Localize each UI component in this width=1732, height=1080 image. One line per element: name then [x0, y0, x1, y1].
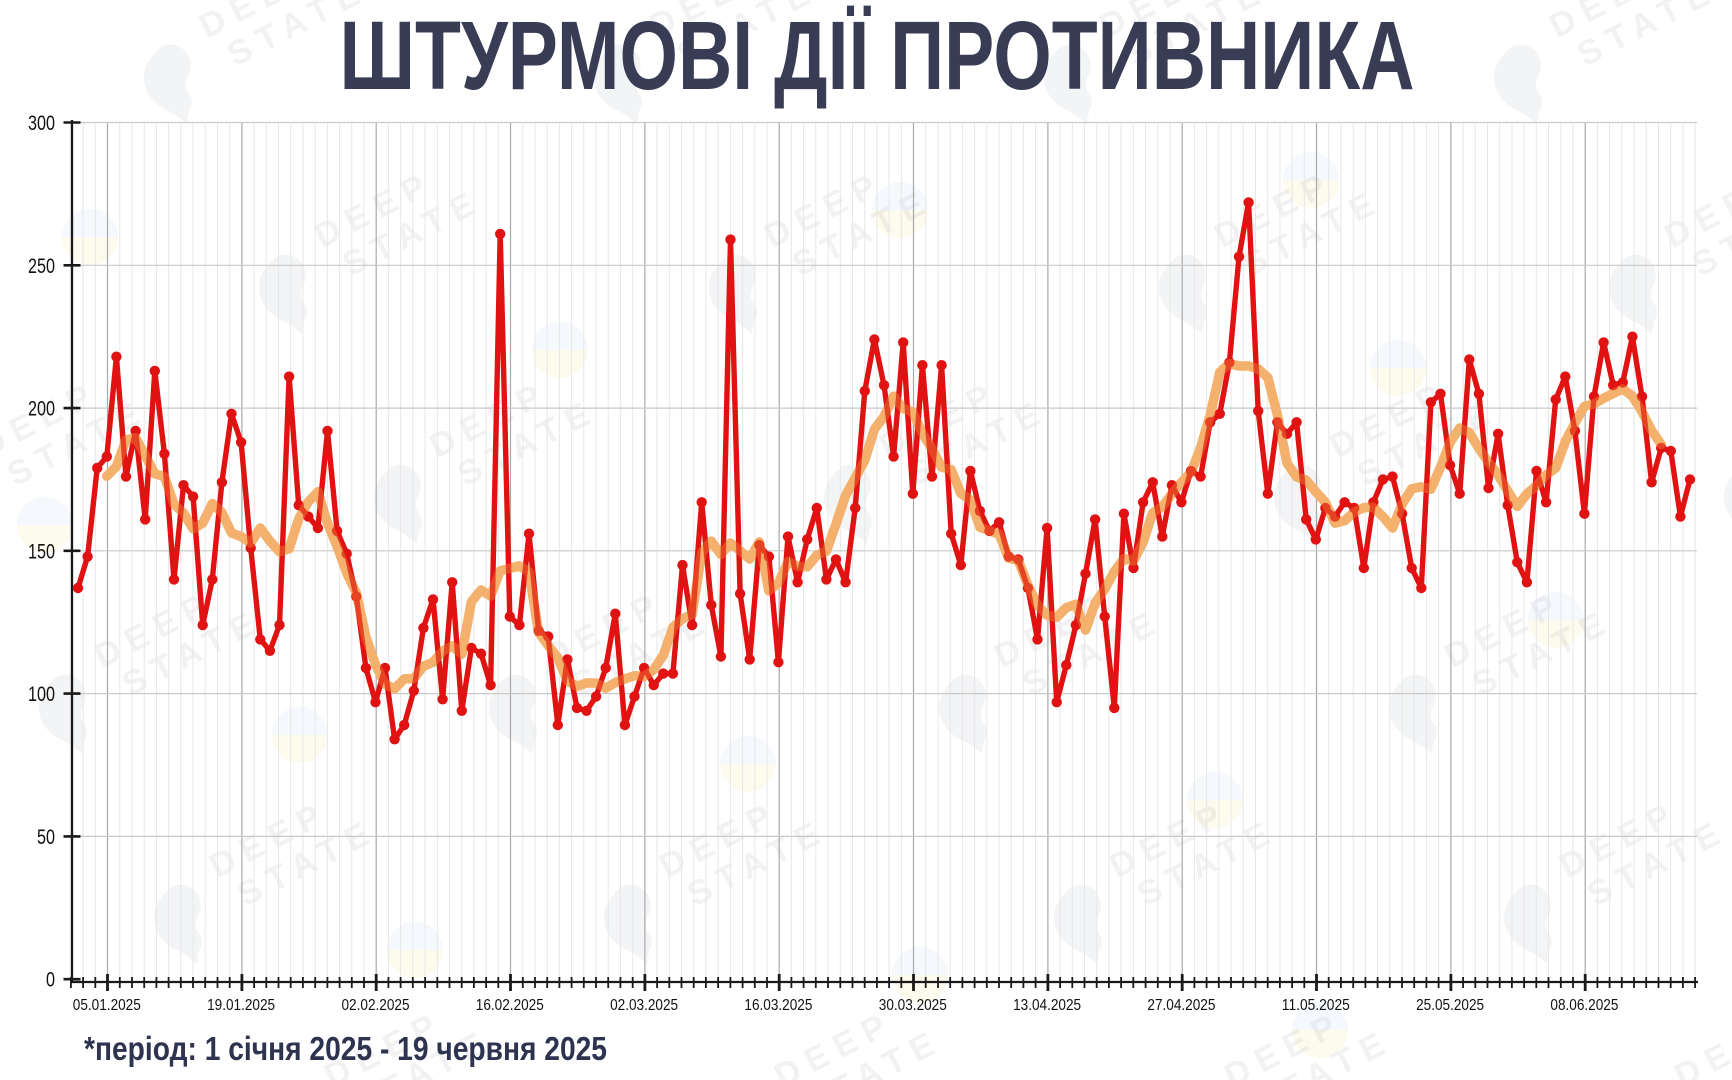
svg-text:16.03.2025: 16.03.2025: [744, 997, 812, 1014]
svg-text:100: 100: [28, 683, 55, 706]
svg-text:150: 150: [28, 540, 55, 563]
svg-text:13.04.2025: 13.04.2025: [1013, 997, 1081, 1014]
svg-text:02.02.2025: 02.02.2025: [342, 997, 410, 1014]
svg-text:16.02.2025: 16.02.2025: [476, 997, 544, 1014]
svg-text:0: 0: [46, 969, 55, 992]
svg-text:50: 50: [37, 826, 55, 849]
svg-text:ШТУРМОВІ ДІЇ ПРОТИВНИКА: ШТУРМОВІ ДІЇ ПРОТИВНИКА: [340, 1, 1415, 110]
svg-text:11.05.2025: 11.05.2025: [1282, 997, 1350, 1014]
svg-text:19.01.2025: 19.01.2025: [207, 997, 275, 1014]
svg-text:05.01.2025: 05.01.2025: [73, 997, 141, 1014]
svg-text:300: 300: [28, 112, 55, 135]
svg-text:200: 200: [28, 398, 55, 421]
svg-text:08.06.2025: 08.06.2025: [1550, 997, 1618, 1014]
svg-text:02.03.2025: 02.03.2025: [610, 997, 678, 1014]
svg-text:30.03.2025: 30.03.2025: [879, 997, 947, 1014]
svg-text:25.05.2025: 25.05.2025: [1416, 997, 1484, 1014]
svg-text:*період: 1 січня 2025 - 19 чер: *період: 1 січня 2025 - 19 червня 2025: [84, 1030, 607, 1067]
svg-text:27.04.2025: 27.04.2025: [1147, 997, 1215, 1014]
svg-text:250: 250: [28, 255, 55, 278]
